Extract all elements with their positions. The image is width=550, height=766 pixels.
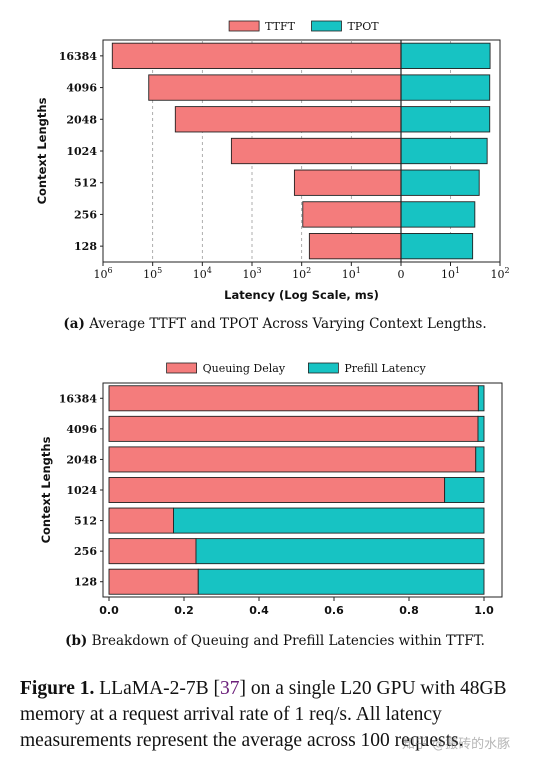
chart-a-xtick-label-1: 105 [143,266,162,281]
chart-a-xtick-label-0: 106 [93,266,112,281]
chart-b-queuing-prefill: 16384 4096 2048 1024 512 256 128 0.0 0.2 0.4 0.6 0.… [39,362,503,617]
chart-a-bar-tpot-512 [400,169,480,196]
chart-b-bar-prefill-256 [195,538,485,565]
chart-b-xtick-label-5: 1.0 [474,604,494,617]
chart-b-ytick-label-4096: 4096 [66,423,97,436]
chart-a-xtick-label-8: 102 [490,266,509,281]
chart-b-xtick-label-2: 0.4 [249,604,269,617]
chart-a-ytick-label-256: 256 [74,208,97,221]
chart-b-bar-prefill-2048 [475,446,485,473]
chart-a-ttft-tpot: 16384 4096 2048 1024 512 256 128 106 105 104 103 10… [35,20,510,302]
chart-a-legend-swatch-0 [228,20,260,32]
watermark: 知乎 @搬砖的水豚 [402,737,511,752]
chart-a-ytick-label-1024: 1024 [66,145,97,158]
chart-b-bar-queuing-4096 [108,415,479,442]
chart-a-legend-label-0: TTFT [265,20,296,33]
subcaption-a: (a) Average TTFT and TPOT Across Varying… [0,316,550,332]
chart-a-bar-ttft-128 [308,233,402,260]
chart-a-ylabel: Context Lengths [35,97,49,204]
chart-b-bar-queuing-1024 [108,477,446,503]
chart-a-xtick-label-3: 103 [242,266,261,281]
chart-b-xtick-label-1: 0.2 [174,604,194,617]
figure-caption-text-1: LLaMA-2-7B [ [99,678,221,699]
chart-a-ytick-label-512: 512 [74,177,97,190]
chart-a-xtick-label-4: 102 [292,266,311,281]
chart-a-bar-ttft-2048 [174,106,402,133]
chart-a-bar-tpot-256 [400,201,476,228]
chart-b-bar-queuing-128 [108,568,199,595]
figure-caption: Figure 1. LLaMA-2-7B [37] on a single L2… [20,676,536,754]
chart-a-legend-swatch-1 [311,20,342,32]
chart-b-ytick-label-16384: 16384 [59,392,98,405]
chart-a-bar-ttft-256 [302,201,402,228]
chart-a-bar-tpot-16384 [400,42,491,69]
chart-b-bar-prefill-16384 [477,385,485,412]
chart-a-legend-label-1: TPOT [348,20,380,33]
chart-b-bar-queuing-2048 [108,446,477,473]
chart-b-legend-swatch-0 [166,362,198,374]
chart-b-ytick-label-256: 256 [74,545,97,558]
subcaption-b-text: Breakdown of Queuing and Prefill Latenci… [91,633,485,649]
chart-b-bar-queuing-512 [108,507,174,534]
chart-b-legend-swatch-1 [307,362,339,374]
subcaption-b: (b) Breakdown of Queuing and Prefill Lat… [0,633,550,649]
chart-a-bar-ttft-16384 [111,42,402,69]
subcaption-b-label: (b) [65,633,88,649]
chart-b-ylabel: Context Lengths [39,436,53,543]
chart-b-bar-queuing-16384 [108,385,479,412]
figure-caption-reference-link[interactable]: 37 [220,678,240,699]
chart-b-bar-queuing-256 [108,538,197,565]
chart-a-bar-tpot-1024 [400,137,488,165]
chart-a-ytick-label-2048: 2048 [66,113,97,126]
chart-b-ytick-label-1024: 1024 [66,484,97,497]
chart-a-bar-ttft-1024 [230,137,402,165]
chart-b-bar-prefill-1024 [444,477,485,503]
chart-a-ytick-label-16384: 16384 [59,50,98,63]
chart-b-bar-prefill-128 [197,568,485,595]
chart-b-xtick-label-0: 0.0 [99,604,119,617]
chart-b-bar-prefill-512 [173,507,485,534]
chart-a-bar-tpot-4096 [400,74,491,101]
chart-a-xtick-label-7: 101 [441,266,460,281]
chart-b-ytick-label-512: 512 [74,515,97,528]
chart-a-ytick-label-4096: 4096 [66,82,97,95]
chart-a-bar-tpot-2048 [400,106,491,133]
chart-a-xtick-label-6: 0 [398,268,405,281]
subcaption-a-text: Average TTFT and TPOT Across Varying Con… [89,316,487,332]
chart-a-xtick-label-2: 104 [193,266,212,281]
chart-b-ytick-label-128: 128 [74,576,97,589]
chart-a-ytick-label-128: 128 [74,240,97,253]
chart-b-legend-label-1: Prefill Latency [344,362,426,375]
chart-a-bar-tpot-128 [400,233,474,260]
chart-a-xlabel: Latency (Log Scale, ms) [224,288,379,302]
chart-a-bar-ttft-512 [293,169,402,196]
figure-caption-label: Figure 1. [20,678,95,699]
chart-b-xtick-label-4: 0.8 [399,604,419,617]
figure-caption-text-2: ] on a single L20 GPU with 48GB memory a… [20,678,507,751]
subcaption-a-label: (a) [63,316,85,332]
chart-a-xtick-label-5: 101 [342,266,361,281]
chart-b-bar-prefill-4096 [477,415,485,442]
chart-b-xtick-label-3: 0.6 [324,604,344,617]
chart-b-ytick-label-2048: 2048 [66,453,97,466]
chart-a-bar-ttft-4096 [148,74,402,101]
chart-b-legend-label-0: Queuing Delay [203,362,286,375]
